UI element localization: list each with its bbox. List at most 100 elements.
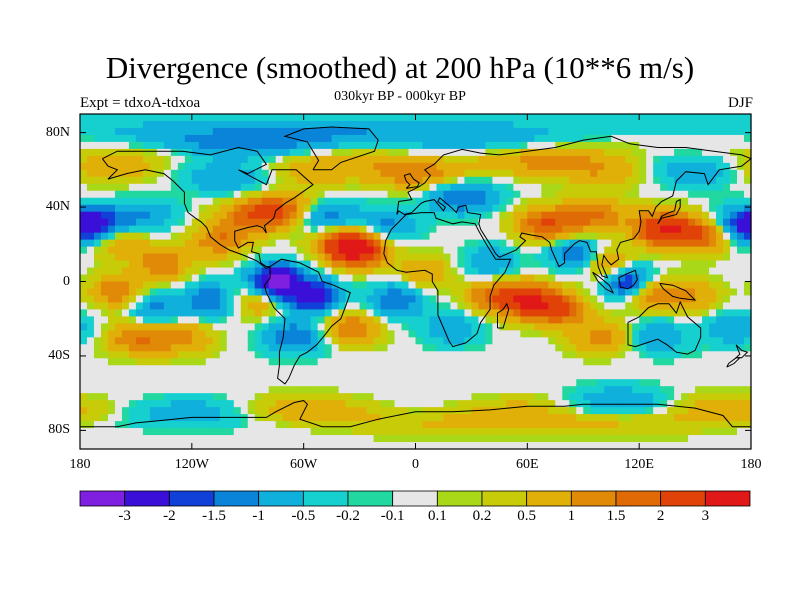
field-cell [198, 211, 207, 220]
field-cell [429, 386, 438, 394]
field-cell [716, 323, 724, 331]
field-cell [177, 379, 186, 387]
field-cell [114, 428, 123, 436]
field-cell [303, 204, 312, 213]
field-cell [499, 400, 507, 408]
field-cell [457, 288, 466, 297]
field-cell [695, 302, 703, 311]
field-cell [632, 274, 640, 283]
field-cell [513, 365, 521, 373]
field-cell [380, 260, 389, 269]
field-cell [184, 183, 193, 192]
field-cell [527, 218, 535, 227]
field-cell [709, 435, 717, 443]
field-cell [450, 232, 459, 241]
field-cell [114, 295, 123, 304]
field-cell [212, 274, 221, 283]
field-cell [625, 114, 633, 122]
field-cell [576, 120, 584, 129]
field-cell [296, 114, 305, 122]
field-cell [576, 211, 584, 220]
field-cell [394, 337, 403, 345]
field-cell [373, 127, 382, 136]
field-cell [513, 169, 521, 178]
field-cell [520, 442, 528, 450]
field-cell [681, 281, 689, 290]
field-cell [436, 120, 445, 129]
field-cell [667, 218, 675, 227]
field-cell [387, 204, 396, 213]
field-cell [212, 288, 221, 297]
field-cell [674, 239, 682, 248]
field-cell [730, 169, 738, 178]
field-cell [660, 316, 668, 324]
field-cell [471, 183, 480, 192]
field-cell [499, 260, 507, 269]
field-cell [688, 274, 696, 283]
field-cell [443, 302, 452, 311]
field-cell [338, 435, 347, 443]
field-cell [590, 114, 598, 122]
field-cell [464, 267, 473, 276]
field-cell [198, 260, 207, 269]
field-cell [723, 344, 731, 352]
field-cell [191, 372, 200, 380]
field-cell [569, 393, 577, 401]
field-cell [716, 365, 724, 373]
field-cell [618, 176, 626, 185]
field-cell [135, 260, 144, 269]
field-cell [485, 225, 493, 234]
field-cell [93, 232, 102, 241]
field-cell [492, 183, 500, 192]
field-cell [513, 442, 521, 450]
field-cell [534, 267, 542, 276]
field-cell [86, 358, 95, 366]
field-cell [702, 246, 710, 255]
field-cell [310, 127, 319, 136]
field-cell [240, 267, 249, 276]
field-cell [387, 281, 396, 290]
field-cell [128, 421, 137, 429]
field-cell [93, 218, 102, 227]
map-title: Divergence (smoothed) at 200 hPa (10**6 … [105, 50, 695, 85]
field-cell [730, 204, 738, 213]
field-cell [310, 407, 319, 415]
field-cell [100, 127, 109, 136]
field-cell [240, 148, 249, 157]
field-cell [737, 323, 745, 331]
field-cell [324, 155, 333, 164]
field-cell [443, 134, 452, 143]
field-cell [198, 246, 207, 255]
field-cell [415, 197, 424, 206]
field-cell [590, 211, 598, 220]
field-cell [415, 288, 424, 297]
field-cell [562, 190, 570, 199]
field-cell [177, 162, 186, 171]
field-cell [520, 372, 528, 380]
field-cell [723, 190, 731, 199]
field-cell [170, 120, 179, 129]
field-cell [534, 169, 542, 178]
field-cell [282, 407, 291, 415]
field-cell [429, 323, 438, 331]
field-cell [569, 414, 577, 422]
field-cell [121, 218, 130, 227]
field-cell [576, 148, 584, 157]
field-cell [590, 414, 598, 422]
field-cell [198, 386, 207, 394]
field-cell [170, 281, 179, 290]
field-cell [240, 428, 249, 436]
field-cell [163, 372, 172, 380]
field-cell [373, 141, 382, 150]
field-cell [128, 176, 137, 185]
field-cell [478, 414, 486, 422]
field-cell [233, 316, 242, 324]
field-cell [506, 211, 514, 220]
field-cell [156, 344, 165, 352]
field-cell [450, 407, 459, 415]
field-cell [352, 253, 361, 262]
field-cell [527, 414, 535, 422]
colorbar-swatch [436, 490, 483, 507]
field-cell [625, 190, 633, 199]
field-cell [611, 428, 619, 436]
